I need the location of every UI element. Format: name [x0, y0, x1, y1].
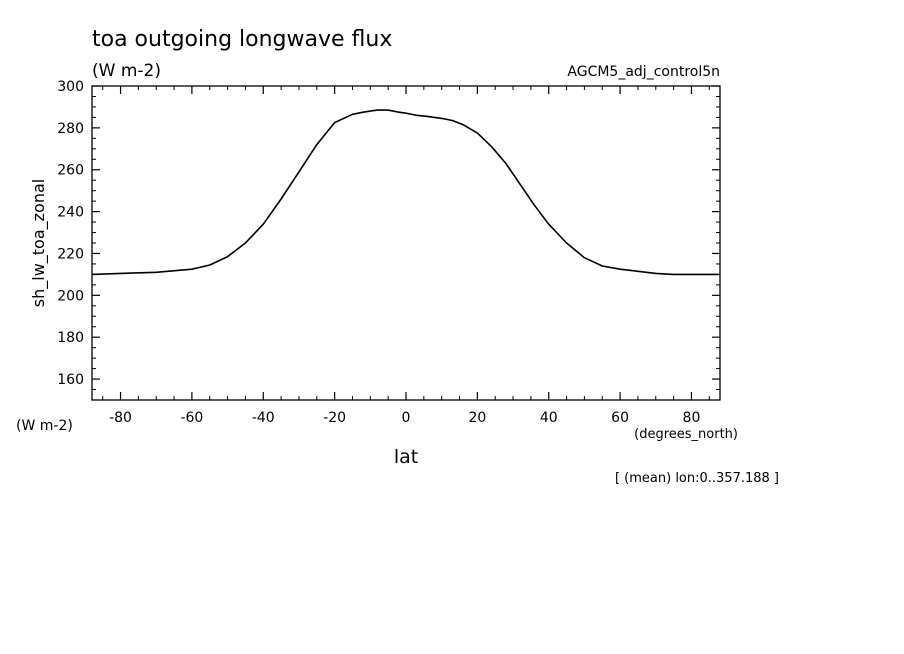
plot-frame: [91, 85, 721, 401]
x-tick-label: 20: [468, 410, 486, 426]
x-tick-label: 60: [611, 410, 629, 426]
y-tick-label: 260: [57, 163, 84, 179]
x-tick-label: -80: [109, 410, 132, 426]
x-tick-label: -40: [252, 410, 275, 426]
y-axis-label: sh_lw_toa_zonal: [29, 179, 49, 307]
y-tick-label: 300: [57, 79, 84, 95]
footnote: [ (mean) lon:0..357.188 ]: [615, 471, 779, 486]
chart-subtitle: (W m-2): [92, 61, 161, 81]
x-axis-units: (degrees_north): [634, 427, 738, 442]
x-tick-label: 0: [402, 410, 411, 426]
x-tick-label: -60: [180, 410, 203, 426]
series-line: [91, 109, 720, 276]
y-axis-ticks: 160 180 200 220 240 260 280 300: [57, 79, 720, 391]
series-group: [91, 109, 720, 276]
dataset-label: AGCM5_adj_control5n: [567, 64, 720, 80]
y-tick-label: 160: [57, 372, 84, 388]
x-axis-ticks: -80 -60 -40 -20 0 20 40 60 80: [102, 86, 710, 426]
y-tick-label: 220: [57, 246, 84, 262]
y-tick-label: 200: [57, 288, 84, 304]
y-tick-label: 280: [57, 121, 84, 137]
y-axis-units: (W m-2): [16, 418, 73, 434]
x-tick-label: 40: [540, 410, 558, 426]
y-tick-label: 240: [57, 205, 84, 221]
chart-title: toa outgoing longwave flux: [92, 27, 392, 52]
x-tick-label: 80: [683, 410, 701, 426]
y-tick-label: 180: [57, 330, 84, 346]
x-axis-label: lat: [394, 446, 418, 468]
x-tick-label: -20: [323, 410, 346, 426]
